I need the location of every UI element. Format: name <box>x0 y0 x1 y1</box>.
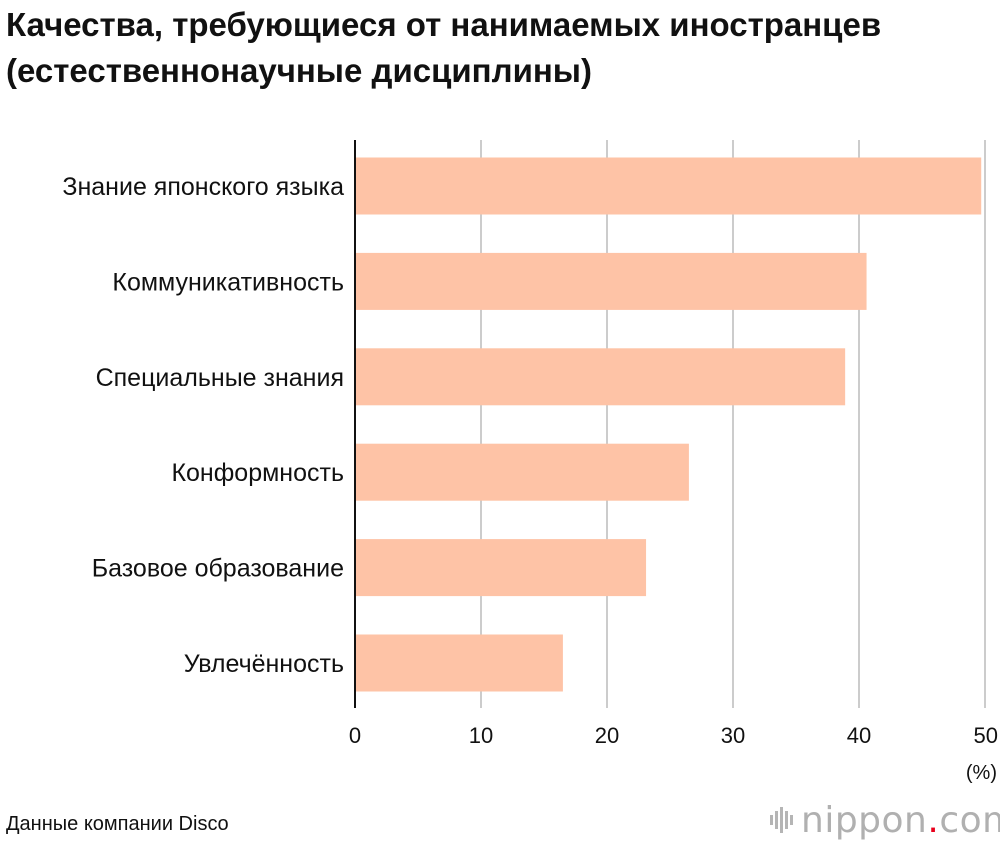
category-label-2: Коммуникативность <box>112 268 344 296</box>
nippon-bars-icon <box>770 807 793 833</box>
x-tick-label-0: 0 <box>349 723 361 748</box>
logo-name: nippon <box>801 799 928 841</box>
category-label-4: Конформность <box>171 459 344 487</box>
x-axis-unit: (%) <box>966 762 997 784</box>
x-tick-label-50: 50 <box>974 723 998 748</box>
category-label-5: Базовое образование <box>92 555 344 583</box>
bar-chart: Знание японского языка Коммуникативность С… <box>62 140 998 784</box>
bar-5 <box>355 539 647 597</box>
logo-wordmark: nippon.com <box>801 800 1000 841</box>
bar-2 <box>355 252 867 310</box>
bar-1 <box>355 157 982 215</box>
source-note: Данные компании Disco <box>6 813 229 835</box>
x-tick-label-40: 40 <box>847 723 871 748</box>
category-label-3: Специальные знания <box>96 364 344 392</box>
bar-4 <box>355 443 689 501</box>
bar-3 <box>355 348 846 406</box>
logo-dot: . <box>927 799 940 841</box>
logo-tld: com <box>939 799 1000 841</box>
bar-6 <box>355 634 563 692</box>
category-label-1: Знание японского языка <box>62 173 344 201</box>
x-tick-label-20: 20 <box>595 723 619 748</box>
x-tick-label-30: 30 <box>721 723 745 748</box>
chart-title: Качества, требующиеся от нанимаемых инос… <box>6 6 882 89</box>
x-tick-label-10: 10 <box>469 723 493 748</box>
category-label-6: Увлечённость <box>184 650 344 678</box>
nippon-logo: nippon.com <box>770 798 1000 842</box>
